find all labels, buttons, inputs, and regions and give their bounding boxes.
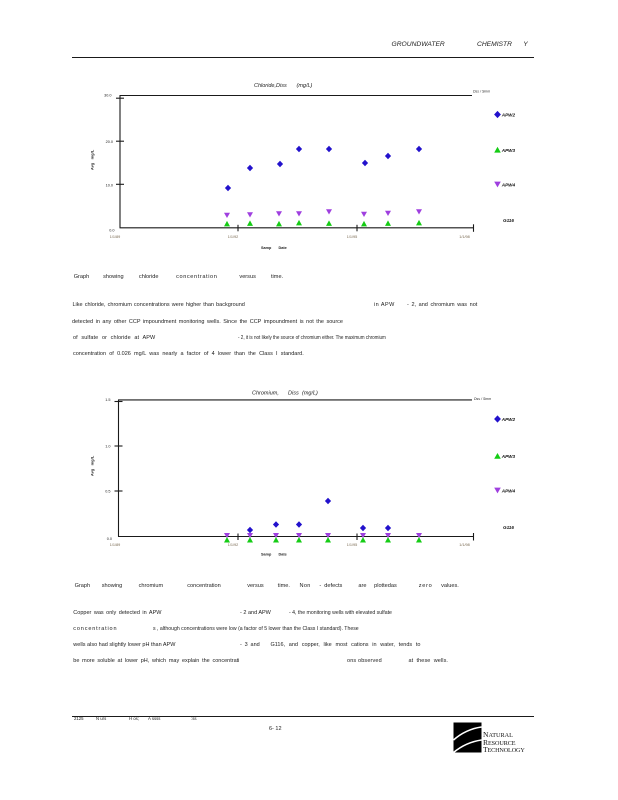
svg-text:0.5: 0.5: [105, 490, 110, 494]
svg-text:Samp: Samp: [261, 553, 272, 557]
svg-text:1.5: 1.5: [105, 398, 110, 402]
svg-text:Dss / Smm: Dss / Smm: [473, 90, 490, 94]
svg-text:1/1/92: 1/1/92: [228, 543, 239, 547]
svg-text:Chloride,Diss: Chloride,Diss: [254, 83, 287, 89]
svg-text:1.0: 1.0: [105, 445, 110, 449]
svg-text:1/1/98: 1/1/98: [459, 235, 470, 239]
svg-text:G116: G116: [503, 525, 514, 530]
svg-text:1/1/95: 1/1/95: [347, 235, 358, 239]
svg-text:0.0: 0.0: [107, 537, 112, 541]
svg-text:30.0: 30.0: [104, 94, 111, 98]
svg-text:1/1/92: 1/1/92: [228, 235, 239, 239]
svg-text:Date: Date: [279, 553, 287, 557]
svg-text:APW2: APW2: [501, 417, 516, 422]
svg-text:Dss / Smm: Dss / Smm: [474, 397, 491, 401]
svg-text:0.0: 0.0: [109, 229, 114, 233]
svg-text:(mg/L): (mg/L): [302, 391, 318, 397]
svg-text:1/1/98: 1/1/98: [459, 543, 470, 547]
svg-text:APW3: APW3: [501, 148, 516, 153]
svg-text:20.0: 20.0: [106, 140, 113, 144]
svg-text:Diss: Diss: [288, 391, 299, 397]
svg-text:APW3: APW3: [501, 454, 516, 459]
svg-text:Samp: Samp: [261, 246, 272, 250]
svg-text:1/1/95: 1/1/95: [347, 543, 358, 547]
svg-text:1/1/89: 1/1/89: [110, 543, 121, 547]
svg-text:(mg/L): (mg/L): [297, 83, 313, 89]
svg-text:10.0: 10.0: [106, 183, 113, 187]
svg-text:G116: G116: [503, 218, 514, 223]
svg-text:Avg mg/L: Avg mg/L: [90, 455, 95, 476]
svg-text:APW4: APW4: [501, 182, 516, 187]
svg-text:Date: Date: [279, 246, 287, 250]
svg-text:Chromium,: Chromium,: [252, 391, 279, 397]
svg-text:APW4: APW4: [501, 488, 516, 493]
svg-text:Avg mg/L: Avg mg/L: [90, 149, 95, 170]
svg-text:1/1/89: 1/1/89: [110, 235, 121, 239]
svg-text:APW2: APW2: [501, 112, 516, 117]
